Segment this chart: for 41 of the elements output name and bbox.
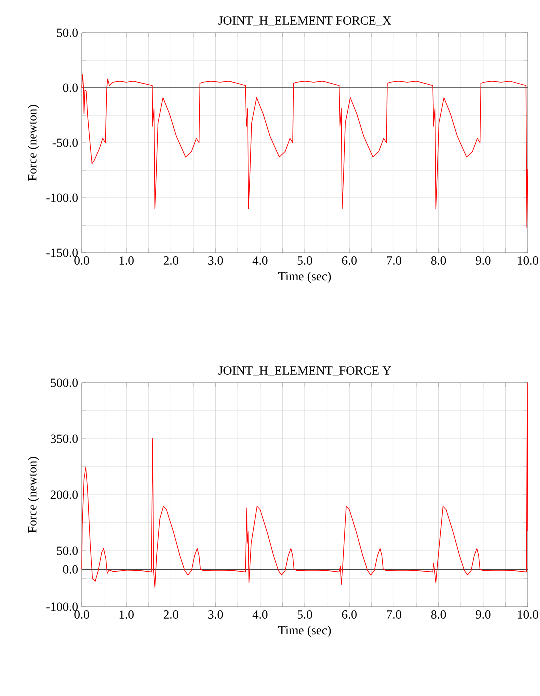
x-tick-label: 3.0: [208, 256, 224, 266]
x-tick-label: 7.0: [387, 610, 402, 620]
x-tick-label: 4.0: [252, 610, 268, 620]
x-tick-label: 9.0: [476, 610, 491, 620]
y-tick-label: 0.0: [63, 565, 78, 574]
line-series: [82, 74, 528, 228]
x-tick-label: 5.0: [298, 610, 312, 620]
y-tick-label: -100.0: [46, 602, 78, 612]
y-tick-label: 500.0: [51, 378, 78, 388]
y-tick-label: 50.0: [57, 546, 78, 556]
x-tick-label: 0.0: [74, 610, 90, 620]
x-tick-label: 7.0: [387, 256, 402, 266]
x-axis-title: Time (sec): [278, 626, 332, 638]
x-tick-label: 10.0: [518, 610, 538, 620]
chart-title: JOINT_H_ELEMENT_FORCE Y: [218, 366, 392, 376]
x-tick-label: 3.0: [208, 610, 224, 620]
line-series: [82, 382, 528, 588]
chart-title: JOINT_H_ELEMENT FORCE_X: [218, 16, 392, 26]
x-tick-label: 2.0: [164, 256, 179, 266]
x-axis-title: Time (sec): [278, 272, 332, 284]
x-tick-label: 10.0: [518, 256, 538, 266]
x-tick-label: 6.0: [342, 610, 357, 620]
x-tick-label: 0.0: [74, 256, 90, 266]
x-tick-label: 6.0: [342, 256, 357, 266]
x-tick-label: 1.0: [120, 256, 134, 266]
y-tick-label: -100.0: [46, 194, 78, 202]
x-tick-label: 1.0: [120, 610, 134, 620]
y-axis-title: Force (newton): [28, 457, 40, 533]
x-tick-label: 5.0: [298, 256, 312, 266]
y-tick-label: 50.0: [57, 28, 78, 38]
x-tick-label: 2.0: [164, 610, 179, 620]
y-axis-title: Force (newton): [28, 105, 40, 181]
x-tick-label: 8.0: [431, 256, 446, 266]
x-tick-label: 4.0: [252, 256, 268, 266]
y-tick-label: 350.0: [50, 434, 78, 444]
x-tick-label: 9.0: [476, 256, 491, 266]
x-tick-label: 8.0: [431, 610, 446, 620]
y-tick-label: -150.0: [46, 248, 78, 258]
y-tick-label: 200.0: [50, 490, 78, 500]
y-tick-label: -50.0: [52, 138, 78, 148]
y-tick-label: 0.0: [63, 84, 78, 92]
